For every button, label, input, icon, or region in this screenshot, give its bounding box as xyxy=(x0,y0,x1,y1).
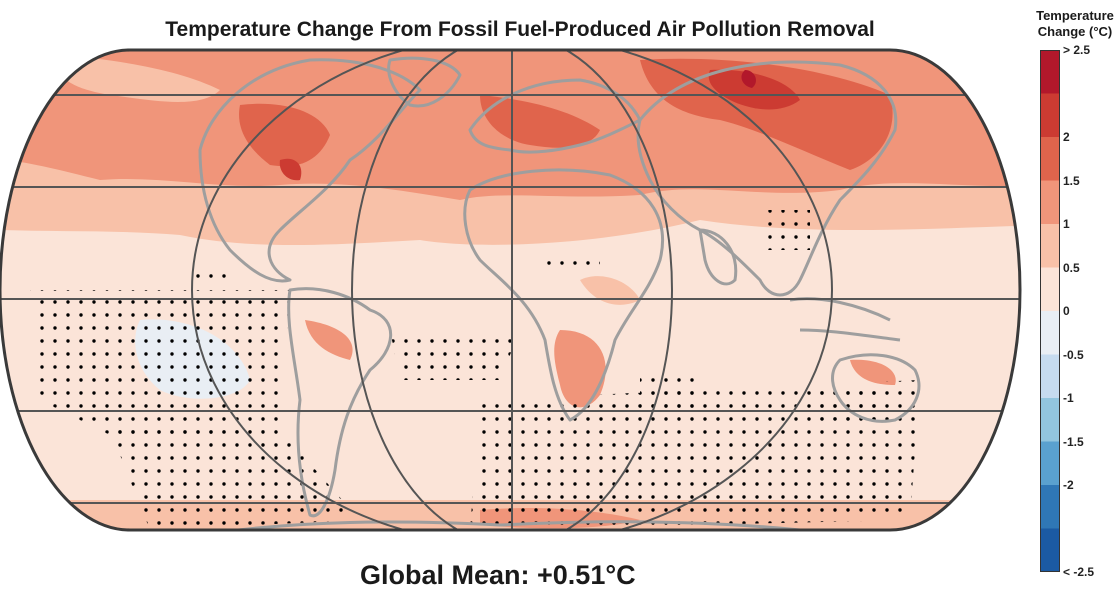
colorbar-tick-label: 2 xyxy=(1063,130,1070,144)
colorbar xyxy=(1040,50,1060,572)
colorbar-tick-label: 0.5 xyxy=(1063,260,1080,275)
warming-southern-africa xyxy=(554,330,606,408)
legend-title-line2: Change (°C) xyxy=(1037,24,1113,39)
colorbar-band xyxy=(1040,50,1060,94)
colorbar-band xyxy=(1040,311,1060,355)
colorbar-band xyxy=(1040,267,1060,312)
colorbar-band xyxy=(1040,354,1060,399)
warming-siberia xyxy=(708,69,800,110)
warming-north-america xyxy=(239,103,330,167)
warming-patch-arctic xyxy=(58,55,220,102)
colorbar-tick-label: 0 xyxy=(1063,304,1070,318)
world-map xyxy=(0,48,1022,532)
warming-europe xyxy=(480,95,600,148)
map-fill-layer xyxy=(0,50,1020,530)
warming-australia xyxy=(850,359,896,385)
legend-title-line1: Temperature xyxy=(1036,8,1114,23)
colorbar-tick-label: < -2.5 xyxy=(1063,565,1095,579)
colorbar-band xyxy=(1040,137,1060,181)
colorbar-band xyxy=(1040,441,1060,486)
warming-south-america xyxy=(305,320,353,360)
warming-hotspot xyxy=(741,70,756,88)
map-title: Temperature Change From Fossil Fuel-Prod… xyxy=(165,18,875,41)
map-panel xyxy=(0,48,1022,532)
colorbar-band xyxy=(1040,485,1060,529)
global-mean-label: Global Mean: +0.51°C xyxy=(360,560,636,590)
legend-title: Temperature Change (°C) xyxy=(1030,8,1118,40)
warming-north-america-core xyxy=(279,158,302,181)
colorbar-tick-label: -2 xyxy=(1063,478,1074,492)
colorbar-frame xyxy=(1040,50,1060,572)
colorbar-tick-label: -1.5 xyxy=(1063,434,1084,449)
colorbar-band xyxy=(1040,180,1060,225)
colorbar-tick-label: -1 xyxy=(1063,391,1074,405)
map-border xyxy=(0,48,1022,532)
warming-central-africa xyxy=(580,276,640,305)
colorbar-tick-label: > 2.5 xyxy=(1063,43,1091,57)
colorbar-band xyxy=(1040,528,1060,572)
colorbar-tick-label: 1 xyxy=(1063,217,1070,231)
colorbar-tick-label: 1.5 xyxy=(1063,173,1080,188)
colorbar-band xyxy=(1040,93,1060,138)
coastlines xyxy=(198,56,921,530)
colorbar-band xyxy=(1040,398,1060,442)
colorbar-band xyxy=(1040,224,1060,268)
colorbar-tick-label: -0.5 xyxy=(1063,347,1084,362)
graticule xyxy=(0,50,1020,530)
